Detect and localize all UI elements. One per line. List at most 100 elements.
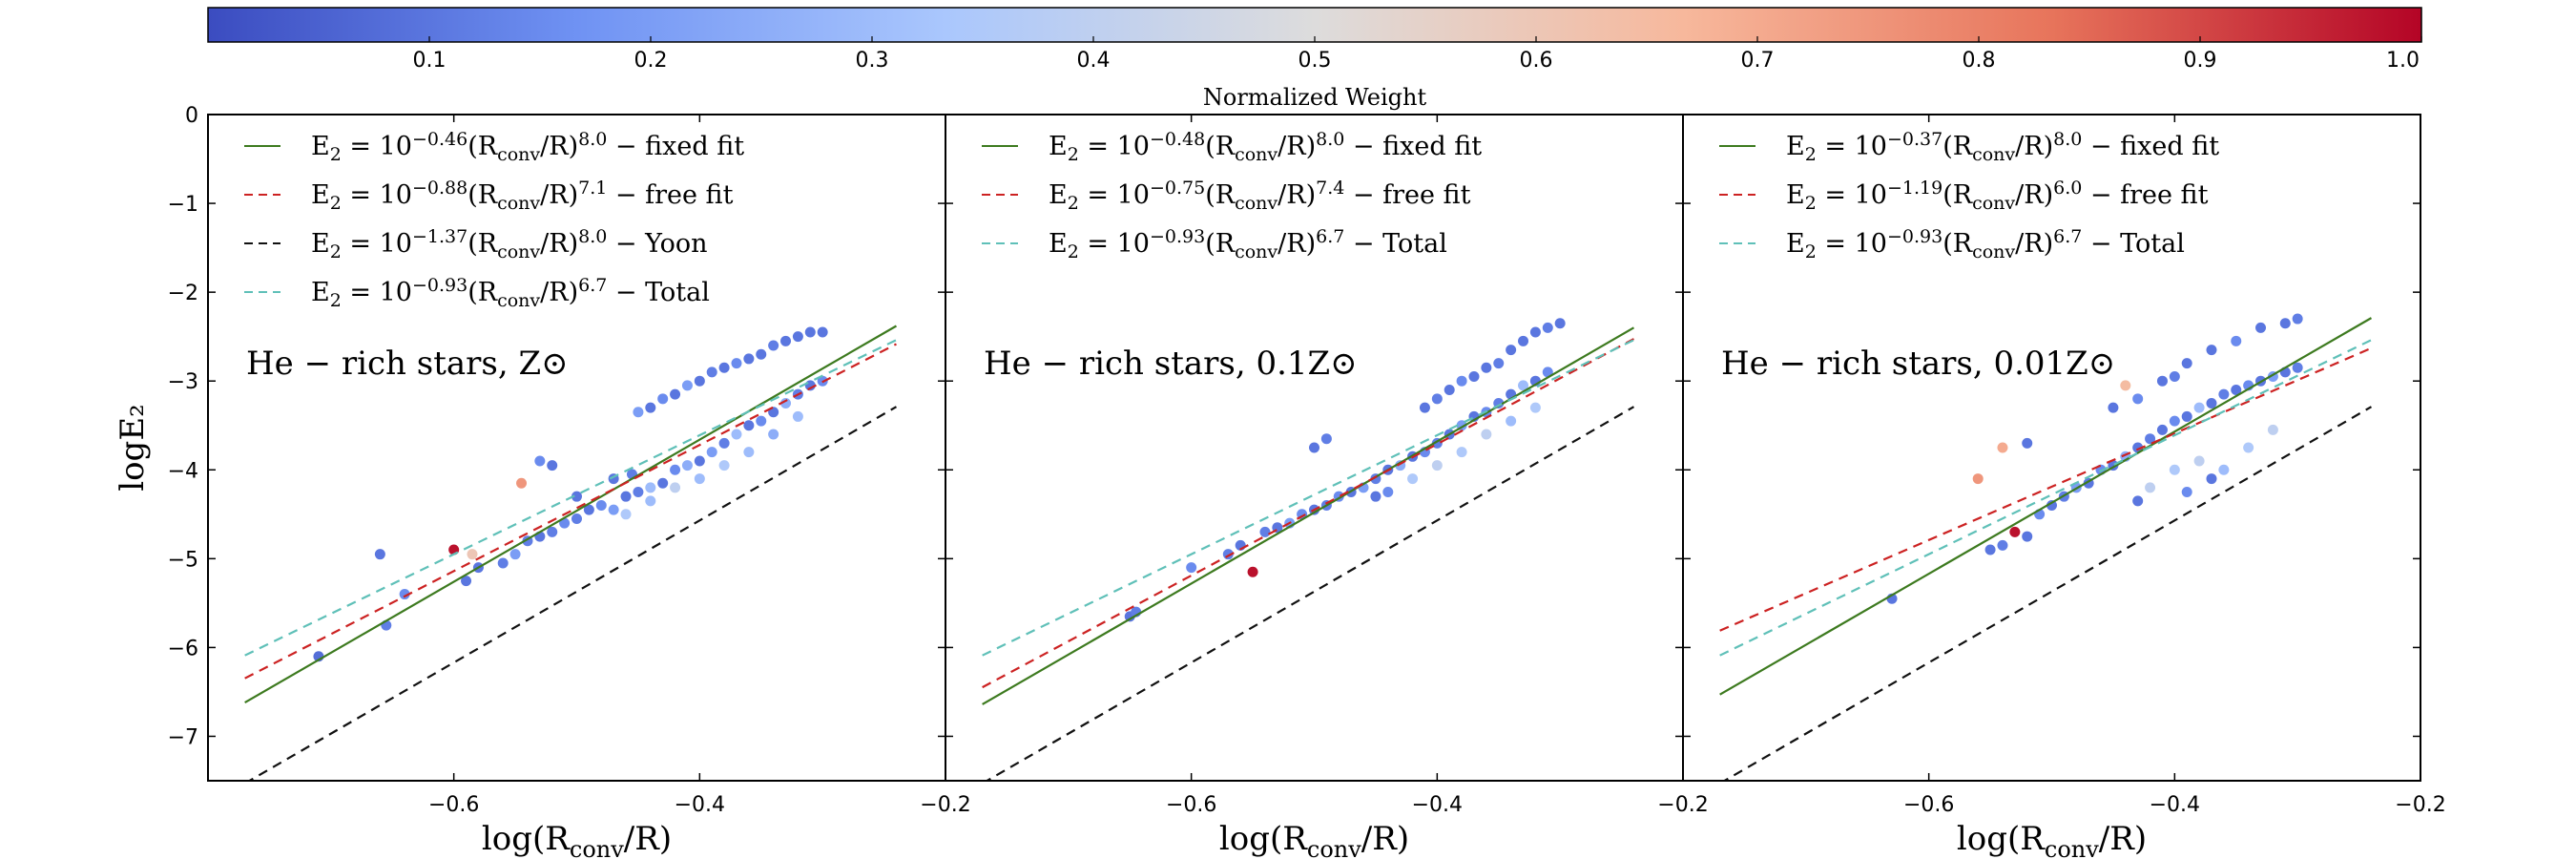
scatter-point <box>608 504 619 515</box>
fit-line-total <box>1719 339 2372 657</box>
scatter-point <box>2120 380 2131 391</box>
scatter-point <box>694 375 705 387</box>
scatter-point <box>399 589 410 600</box>
colorbar-tick-label: 0.6 <box>1520 49 1553 73</box>
legend-label: E2 = 10−1.19(Rconv/R)6.0 − free fit <box>1786 178 2209 214</box>
scatter-point <box>694 455 705 467</box>
x-axis-label: log(Rconv/R) <box>1219 820 1409 859</box>
scatter-point <box>2206 345 2217 356</box>
colorbar-tick-label: 0.2 <box>634 49 668 73</box>
fit-line-total <box>244 339 897 657</box>
scatter-point <box>657 393 669 405</box>
y-tick-label: −1 <box>168 193 198 217</box>
y-tick-label: −4 <box>168 459 198 483</box>
scatter-point <box>1259 526 1271 537</box>
y-tick-label: 0 <box>185 104 198 128</box>
scatter-point <box>657 477 669 489</box>
y-axis-ticks <box>1683 114 2420 738</box>
x-tick-label: −0.6 <box>428 793 479 817</box>
x-axis-ticks: −0.6 −0.4 −0.2 <box>428 115 971 817</box>
scatter-point <box>1481 362 1492 373</box>
scatter-point <box>718 362 730 373</box>
scatter-point <box>1444 385 1455 396</box>
x-tick-label: −0.6 <box>1903 793 1954 817</box>
colorbar-ticks: 0.1 0.2 0.3 0.4 0.5 0.6 0.7 0.8 0.9 1.0 <box>413 36 2422 73</box>
legend-label: E2 = 10−0.93(Rconv/R)6.7 − Total <box>1049 226 1447 262</box>
x-tick-label: −0.6 <box>1166 793 1216 817</box>
scatter-point <box>2181 487 2192 498</box>
scatter-point <box>633 487 644 498</box>
y-axis-ticks <box>945 114 1683 738</box>
y-axis-ticks: 0 −1 −2 −3 −4 −5 −6 −7 <box>168 104 945 749</box>
scatter-point <box>1456 447 1467 458</box>
scatter-point <box>2218 464 2230 475</box>
scatter-point <box>2108 402 2119 413</box>
x-tick-label: −0.2 <box>920 793 970 817</box>
x-tick-label: −0.4 <box>2150 793 2200 817</box>
scatter-point <box>694 473 705 485</box>
scatter-point <box>792 410 803 422</box>
scatter-point <box>2169 371 2180 383</box>
scatter-point <box>681 460 693 471</box>
legend: E2 = 10−0.48(Rconv/R)8.0 − fixed fit E2 =… <box>982 129 1482 262</box>
scatter-point <box>2193 402 2205 413</box>
scatter-point <box>2193 455 2205 467</box>
y-tick-label: −5 <box>168 548 198 572</box>
fit-line-yoon <box>1722 406 2373 781</box>
scatter-point <box>2206 397 2217 409</box>
fit-line-free-fit <box>982 338 1634 689</box>
legend-label: E2 = 10−0.75(Rconv/R)7.4 − free fit <box>1049 178 1471 214</box>
scatter-point <box>1481 429 1492 440</box>
scatter-point <box>571 491 582 502</box>
legend-label: E2 = 10−0.48(Rconv/R)8.0 − fixed fit <box>1049 129 1482 165</box>
scatter-point <box>792 331 803 343</box>
colorbar-label: Normalized Weight <box>1203 84 1427 111</box>
scatter-point <box>2292 313 2303 325</box>
scatter-point <box>2279 318 2291 329</box>
scatter-point <box>780 397 792 409</box>
scatter-point <box>1542 322 1553 333</box>
scatter-point <box>2022 437 2033 449</box>
scatter-point <box>1554 318 1566 329</box>
scatter-point <box>2181 358 2192 369</box>
legend-label: E2 = 10−0.46(Rconv/R)8.0 − fixed fit <box>311 129 744 165</box>
scatter-point <box>681 380 693 391</box>
scatter-point <box>1529 402 1541 413</box>
panel-1: −0.6 −0.4 −0.2 0 −1 −2 −3 −4 −5 −6 −7 log(Rconv/R) E… <box>168 104 971 859</box>
scatter-point <box>620 491 632 502</box>
scatter-point <box>718 460 730 471</box>
scatter-point <box>633 407 644 418</box>
scatter-point <box>547 460 558 471</box>
scatter-point <box>2267 424 2278 435</box>
scatter-point <box>620 509 632 520</box>
fit-line-fixed-fit <box>244 325 898 704</box>
fit-line-yoon <box>247 406 898 781</box>
scatter-point <box>571 513 582 524</box>
scatter-point <box>1431 460 1443 471</box>
scatter-point <box>461 576 472 587</box>
scatter-point <box>756 415 767 427</box>
scatter-point <box>2022 531 2033 542</box>
scatter-point <box>509 549 521 560</box>
panels: −0.6 −0.4 −0.2 0 −1 −2 −3 −4 −5 −6 −7 log(Rconv/R) E… <box>168 104 2446 859</box>
scatter-point <box>1186 562 1197 574</box>
scatter-point <box>2156 375 2168 387</box>
scatter-point <box>645 402 656 413</box>
scatter-point <box>743 420 755 431</box>
scatter-point <box>1518 380 1529 391</box>
fit-line-fixed-fit <box>982 326 1635 705</box>
colorbar-tick-label: 0.1 <box>413 49 447 73</box>
scatter-point <box>2132 393 2144 405</box>
panel-2: −0.6 −0.4 −0.2 log(Rconv/R) E2 = 10−0.48(Rco… <box>945 114 1709 859</box>
scatter-point <box>516 477 528 489</box>
scatter-point <box>1370 491 1381 502</box>
scatter-point <box>497 557 509 569</box>
colorbar-tick-label: 0.8 <box>1963 49 1996 73</box>
scatter-point <box>743 353 755 365</box>
scatter-point <box>756 348 767 360</box>
fit-lines <box>244 325 898 781</box>
y-tick-label: −2 <box>168 282 198 305</box>
scatter-point <box>2156 424 2168 435</box>
x-tick-label: −0.2 <box>2395 793 2445 817</box>
scatter-point <box>2231 335 2242 346</box>
